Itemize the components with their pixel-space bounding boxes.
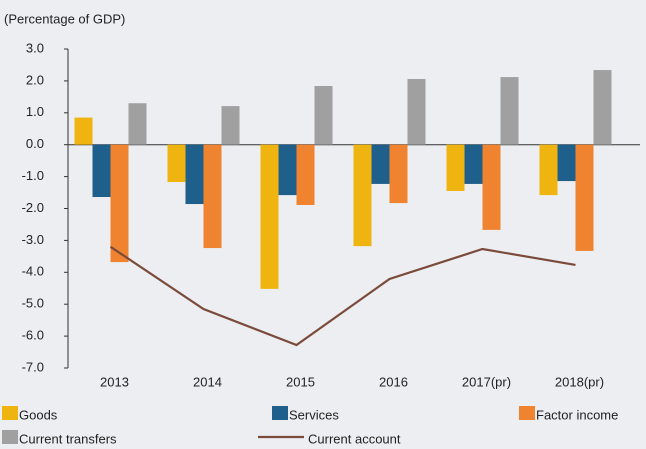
- bar: [110, 144, 129, 263]
- y-tick-label: 0.0: [26, 136, 44, 151]
- bar: [407, 78, 426, 145]
- legend-label: Factor income: [536, 407, 618, 422]
- bar: [278, 144, 297, 196]
- bar: [575, 144, 594, 251]
- y-tick-label: -2.0: [22, 200, 44, 215]
- legend-label: Current account: [308, 431, 401, 446]
- bar: [128, 103, 147, 145]
- bar: [353, 144, 372, 247]
- bar: [203, 144, 222, 249]
- y-tick-label: 1.0: [26, 104, 44, 119]
- bar: [371, 144, 390, 184]
- y-tick-label: -4.0: [22, 264, 44, 279]
- x-tick-label: 2016: [379, 374, 408, 389]
- bar: [314, 86, 333, 145]
- bar: [296, 144, 315, 205]
- y-tick-label: 3.0: [26, 40, 44, 55]
- x-tick-label: 2015: [286, 374, 315, 389]
- y-tick-label: -6.0: [22, 328, 44, 343]
- y-tick-label: -5.0: [22, 296, 44, 311]
- y-tick-label: 2.0: [26, 72, 44, 87]
- y-tick-label: -3.0: [22, 232, 44, 247]
- x-tick-label: 2018(pr): [555, 374, 604, 389]
- x-tick-label: 2013: [100, 374, 129, 389]
- line: [109, 245, 576, 347]
- legend-swatch: [2, 430, 18, 444]
- bar: [74, 117, 93, 145]
- legend-label: Services: [289, 407, 339, 422]
- bar: [260, 144, 279, 289]
- bar: [593, 70, 612, 145]
- bar: [446, 144, 465, 191]
- bar: [539, 144, 558, 196]
- y-axis-label: (Percentage of GDP): [4, 11, 125, 26]
- bar: [221, 106, 240, 145]
- bar: [482, 144, 501, 230]
- legend-label: Current transfers: [19, 431, 117, 446]
- bar: [464, 144, 483, 184]
- legend-swatch: [2, 406, 18, 420]
- legend-swatch: [272, 406, 288, 420]
- bar: [500, 77, 519, 145]
- bar: [557, 144, 576, 182]
- y-tick-label: -1.0: [22, 168, 44, 183]
- x-tick-label: 2017(pr): [462, 374, 511, 389]
- legend-label: Goods: [19, 407, 58, 422]
- y-tick-label: -7.0: [22, 359, 44, 374]
- bar: [92, 144, 111, 198]
- bar: [389, 144, 408, 204]
- bar: [185, 144, 204, 205]
- legend-swatch: [519, 406, 535, 420]
- bar: [167, 144, 186, 183]
- x-tick-label: 2014: [193, 374, 222, 389]
